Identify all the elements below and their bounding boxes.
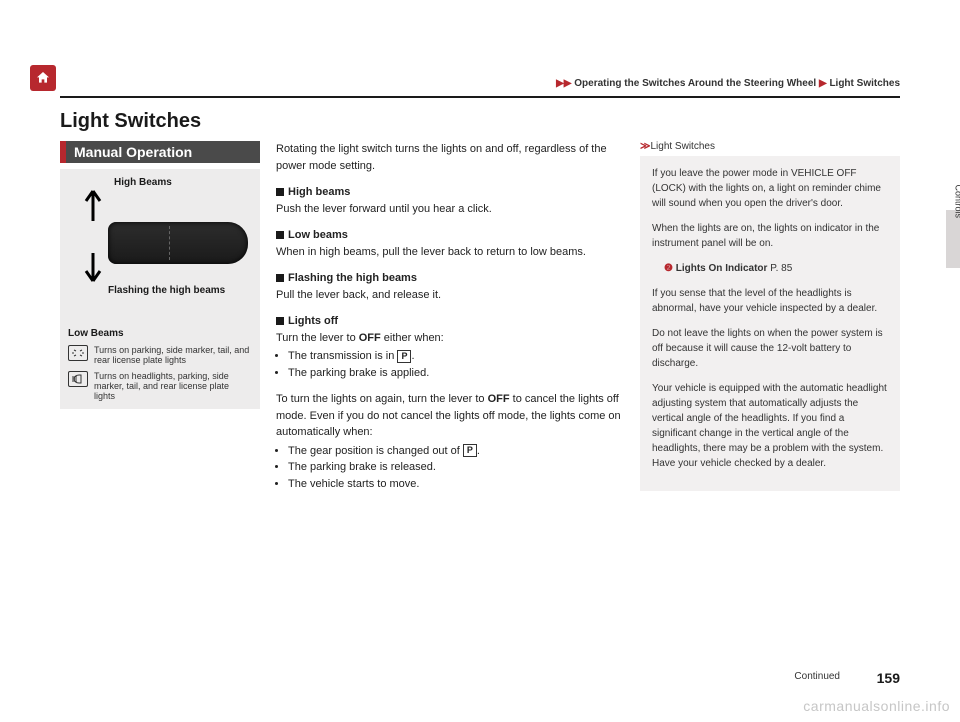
sidebar-column: ≫Light Switches If you leave the power m…	[640, 141, 900, 502]
sidebar-p1: If you leave the power mode in VEHICLE O…	[652, 166, 888, 211]
off-intro-c: either when:	[381, 332, 444, 344]
parking-lights-icon	[68, 345, 88, 361]
list-item: The parking brake is applied.	[288, 365, 624, 382]
flash-block: Flashing the high beams Pull the lever b…	[276, 270, 624, 303]
bullet-text: The gear position is changed out of	[288, 445, 463, 457]
off-title: Lights off	[288, 315, 338, 327]
page-title: Light Switches	[60, 110, 900, 133]
off-intro-b: OFF	[359, 332, 381, 344]
callout-low-beams: Low Beams	[68, 328, 252, 339]
sidebar-heading: ≫Light Switches	[640, 141, 900, 152]
left-column: Manual Operation High Beams Flashing the…	[60, 141, 260, 502]
lb-text: When in high beams, pull the lever back …	[276, 246, 586, 258]
p-symbol: P	[397, 350, 411, 363]
sidebar-ref: ❷ Lights On Indicator P. 85	[652, 261, 888, 276]
low-beams-block: Low beams When in high beams, pull the l…	[276, 227, 624, 260]
reon-b: OFF	[488, 393, 510, 405]
fl-text: Pull the lever back, and release it.	[276, 289, 441, 301]
callout-flashing: Flashing the high beams	[108, 285, 225, 296]
list-item: The transmission is in P.	[288, 348, 624, 365]
list-item: The vehicle starts to move.	[288, 476, 624, 493]
sidebar-p4: Do not leave the lights on when the powe…	[652, 326, 888, 371]
section-tab	[946, 210, 960, 268]
stalk-diagram: High Beams Flashing the high beams	[68, 177, 252, 322]
legend-row-headlights: Turns on headlights, parking, side marke…	[68, 371, 252, 401]
bullet-text: The transmission is in	[288, 350, 397, 362]
headlights-icon	[68, 371, 88, 387]
hb-title: High beams	[288, 186, 350, 198]
reon-a: To turn the lights on again, turn the le…	[276, 393, 488, 405]
reon-bullet-list: The gear position is changed out of P. T…	[276, 443, 624, 493]
fl-title: Flashing the high beams	[288, 272, 417, 284]
chevron-icon: ≫	[640, 141, 650, 152]
section-heading: Manual Operation	[60, 141, 260, 163]
sidebar-p5: Your vehicle is equipped with the automa…	[652, 381, 888, 471]
p-symbol: P	[463, 444, 477, 457]
sidebar-box: If you leave the power mode in VEHICLE O…	[640, 156, 900, 491]
legend-text: Turns on headlights, parking, side marke…	[94, 371, 252, 401]
sidebar-p3: If you sense that the level of the headl…	[652, 286, 888, 316]
legend-text: Turns on parking, side marker, tail, and…	[94, 345, 252, 365]
ref-label: Lights On Indicator	[676, 263, 768, 274]
list-item: The gear position is changed out of P.	[288, 443, 624, 460]
list-item: The parking brake is released.	[288, 459, 624, 476]
off-intro-a: Turn the lever to	[276, 332, 359, 344]
home-icon[interactable]	[30, 65, 56, 91]
main-body: Rotating the light switch turns the ligh…	[276, 141, 624, 502]
square-bullet-icon	[276, 317, 284, 325]
callout-high-beams: High Beams	[114, 177, 172, 188]
stalk-graphic	[108, 222, 248, 264]
arrow-down-icon	[78, 253, 108, 287]
watermark: carmanualsonline.info	[803, 698, 950, 714]
lights-off-intro: Lights off Turn the lever to OFF either …	[276, 313, 624, 346]
continued-label: Continued	[794, 671, 840, 682]
page-number: 159	[877, 670, 900, 686]
off-bullet-list: The transmission is in P. The parking br…	[276, 348, 624, 381]
high-beams-block: High beams Push the lever forward until …	[276, 184, 624, 217]
intro-text: Rotating the light switch turns the ligh…	[276, 141, 624, 174]
square-bullet-icon	[276, 274, 284, 282]
lb-title: Low beams	[288, 229, 348, 241]
sidebar-p2: When the lights are on, the lights on in…	[652, 221, 888, 251]
hb-text: Push the lever forward until you hear a …	[276, 203, 492, 215]
legend-row-parking: Turns on parking, side marker, tail, and…	[68, 345, 252, 365]
square-bullet-icon	[276, 188, 284, 196]
square-bullet-icon	[276, 231, 284, 239]
reon-intro: To turn the lights on again, turn the le…	[276, 391, 624, 441]
sidebar-title: Light Switches	[650, 141, 714, 152]
section-tab-label: Controls	[954, 184, 960, 218]
figure-box: High Beams Flashing the high beams Low B…	[60, 169, 260, 409]
ref-page: P. 85	[770, 263, 792, 274]
book-icon: ❷	[664, 263, 676, 274]
arrow-up-icon	[78, 183, 108, 223]
